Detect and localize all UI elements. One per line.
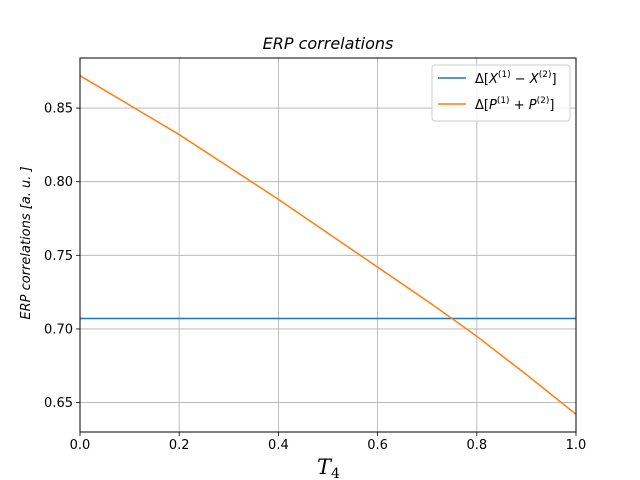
series-line-2	[79, 75, 577, 415]
x-axis-ticks: 0.0 0.2 0.4 0.6 0.8 1.0	[70, 432, 587, 453]
x-axis-label-sub: 4	[331, 466, 340, 480]
chart-title: ERP correlations	[263, 34, 394, 53]
x-axis-label: T4	[317, 455, 340, 480]
legend-box	[431, 64, 571, 122]
y-tick-label: 0.70	[44, 322, 73, 337]
plot-frame	[79, 57, 577, 433]
x-axis-label-var: T	[317, 455, 333, 479]
y-tick-label: 0.80	[44, 175, 73, 190]
x-tick-label: 1.0	[566, 438, 587, 453]
y-tick-label: 0.65	[44, 396, 73, 411]
legend-label-1: Δ[X(1) − X(2)]	[475, 70, 557, 87]
series-lines	[79, 75, 577, 415]
x-tick-label: 0.4	[268, 438, 289, 453]
y-tick-label: 0.75	[44, 249, 73, 264]
x-tick-label: 0.6	[367, 438, 388, 453]
x-tick-label: 0.0	[70, 438, 91, 453]
y-axis-label: ERP correlations [a. u. ]	[19, 166, 34, 319]
legend: Δ[X(1) − X(2)] Δ[P(1) + P(2)]	[431, 64, 571, 122]
x-tick-label: 0.8	[466, 438, 487, 453]
x-tick-label: 0.2	[169, 438, 190, 453]
y-axis-ticks: 0.65 0.70 0.75 0.80 0.85	[44, 102, 80, 411]
legend-label-2: Δ[P(1) + P(2)]	[475, 96, 554, 113]
y-tick-label: 0.85	[44, 102, 73, 117]
